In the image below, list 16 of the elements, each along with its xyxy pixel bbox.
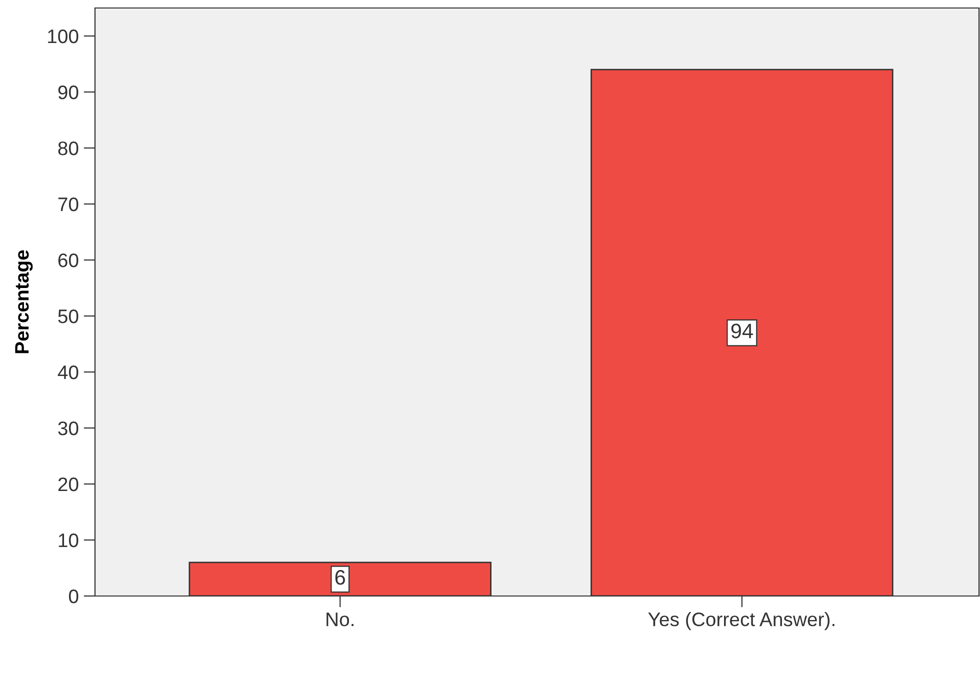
y-tick-label: 100: [48, 29, 78, 44]
y-tick-label: 10: [58, 533, 78, 548]
y-tick-label: 20: [58, 477, 78, 492]
y-tick-label: 30: [58, 421, 78, 436]
y-tick-label: 70: [58, 197, 78, 212]
data-label: 6: [335, 570, 345, 585]
y-tick-label: 0: [68, 589, 78, 604]
data-label: 94: [731, 324, 753, 338]
x-tick-label: No.: [326, 612, 354, 626]
y-tick-label: 80: [58, 141, 78, 156]
y-axis-title: Percentage: [15, 250, 33, 354]
y-tick-label: 50: [58, 309, 78, 324]
y-tick-label: 40: [58, 365, 78, 380]
y-tick-label: 60: [58, 253, 78, 268]
y-tick-label: 90: [58, 85, 78, 100]
x-tick-label: Yes (Correct Answer).: [648, 612, 834, 630]
